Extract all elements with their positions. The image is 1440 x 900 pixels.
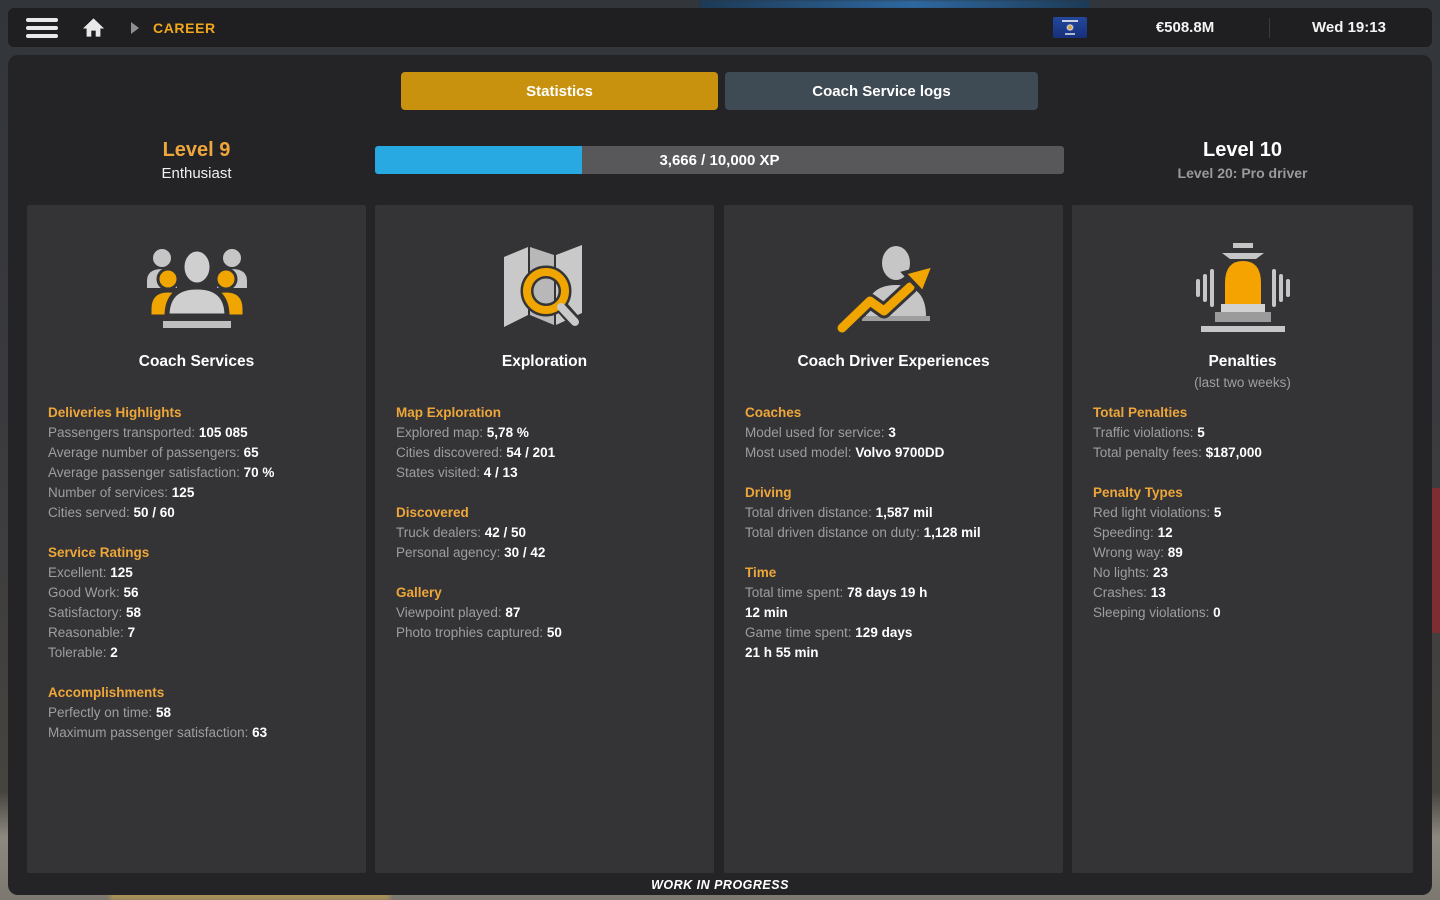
section-title: Time <box>745 565 777 580</box>
stat-line: Traffic violations: 5 <box>1093 425 1205 440</box>
tab-statistics[interactable]: Statistics <box>401 72 718 110</box>
card-exploration: Exploration Map Exploration Explored map:… <box>375 205 714 873</box>
stat-line: Speeding: 12 <box>1093 525 1173 540</box>
card-title: Exploration <box>501 353 588 370</box>
card-coach-services: Coach Services Deliveries Highlights Pass… <box>27 205 366 873</box>
stat-line: Total driven distance: 1,587 mil <box>745 505 933 520</box>
clock-display: Wed 19:13 <box>1312 19 1386 36</box>
stat-line: Red light violations: 5 <box>1093 505 1222 520</box>
section-title: Penalty Types <box>1093 485 1183 500</box>
current-level-block: Level 9 Enthusiast <box>27 139 366 182</box>
home-icon <box>82 18 105 37</box>
stat-line: Sleeping violations: 0 <box>1093 605 1221 620</box>
card-coach-driver-experiences: Coach Driver Experiences Coaches Model us… <box>724 205 1063 873</box>
stat-line: Good Work: 56 <box>48 585 139 600</box>
next-level-block: Level 10 Level 20: Pro driver <box>1072 139 1413 181</box>
siren-icon <box>1072 241 1413 337</box>
current-level-label: Level 9 <box>162 139 231 161</box>
stat-line: Most used model: Volvo 9700DD <box>745 445 945 460</box>
stat-line: Tolerable: 2 <box>48 645 118 660</box>
section-title: Coaches <box>745 405 802 420</box>
wisconsin-flag-icon <box>1053 17 1087 38</box>
section-title: Discovered <box>396 505 469 520</box>
card-stats: Coaches Model used for service: 3 Most use… <box>745 403 1047 663</box>
background-sky-streak <box>700 0 1090 9</box>
card-stats: Total Penalties Traffic violations: 5 Tota… <box>1093 403 1397 623</box>
section-title: Service Ratings <box>48 545 150 560</box>
tab-coach-service-logs[interactable]: Coach Service logs <box>725 72 1038 110</box>
stat-line: Photo trophies captured: 50 <box>396 625 562 640</box>
card-title: Penalties <box>1208 353 1277 370</box>
stat-line: Personal agency: 30 / 42 <box>396 545 546 560</box>
stat-line: Reasonable: 7 <box>48 625 136 640</box>
stat-line: Number of services: 125 <box>48 485 195 500</box>
stat-line: Average passenger satisfaction: 70 % <box>48 465 275 480</box>
breadcrumb: CAREER <box>153 19 216 36</box>
stat-line: Cities discovered: 54 / 201 <box>396 445 556 460</box>
topbar-status-group: €508.8M Wed 19:13 <box>1053 8 1432 47</box>
menu-button[interactable] <box>26 17 60 39</box>
stat-line: Explored map: 5,78 % <box>396 425 529 440</box>
stat-line: Total driven distance on duty: 1,128 mil <box>745 525 981 540</box>
card-penalties: Penalties (last two weeks) Total Penalti… <box>1072 205 1413 873</box>
career-statistics-panel: Statistics Coach Service logs Level 9 En… <box>8 55 1432 895</box>
stat-line: Satisfactory: 58 <box>48 605 142 620</box>
stat-line: Truck dealers: 42 / 50 <box>396 525 527 540</box>
section-title: Total Penalties <box>1093 405 1188 420</box>
stat-line: No lights: 23 <box>1093 565 1169 580</box>
stat-line: Viewpoint played: 87 <box>396 605 521 620</box>
stat-line: Wrong way: 89 <box>1093 545 1183 560</box>
card-stats: Deliveries Highlights Passengers transpor… <box>48 403 350 743</box>
work-in-progress-label: WORK IN PROGRESS <box>651 878 789 892</box>
section-title: Deliveries Highlights <box>48 405 182 420</box>
card-title: Coach Driver Experiences <box>797 353 990 370</box>
background-truck-glimpse <box>1432 488 1440 633</box>
money-display: €508.8M <box>1155 19 1215 36</box>
home-button[interactable] <box>82 16 105 39</box>
xp-progress-fill <box>375 146 582 174</box>
xp-progress-text: 3,666 / 10,000 XP <box>659 151 780 169</box>
topbar-divider <box>1269 17 1270 38</box>
stat-line: Total time spent: 78 days 19 h 12 min <box>745 585 928 620</box>
stat-line: Excellent: 125 <box>48 565 133 580</box>
section-title: Accomplishments <box>48 685 165 700</box>
chevron-right-icon <box>131 21 139 34</box>
next-level-label: Level 10 <box>1203 139 1282 161</box>
stat-line: Crashes: 13 <box>1093 585 1166 600</box>
stat-line: Average number of passengers: 65 <box>48 445 259 460</box>
stat-line: Total penalty fees: $187,000 <box>1093 445 1262 460</box>
xp-progress-bar: 3,666 / 10,000 XP <box>375 146 1064 174</box>
stat-line: Perfectly on time: 58 <box>48 705 172 720</box>
driver-growth-icon <box>724 241 1063 337</box>
next-rank-label: Level 20: Pro driver <box>1177 165 1308 181</box>
section-title: Gallery <box>396 585 442 600</box>
section-title: Driving <box>745 485 792 500</box>
card-subtitle: (last two weeks) <box>1194 375 1291 390</box>
map-magnifier-icon <box>375 241 714 337</box>
stat-line: Model used for service: 3 <box>745 425 896 440</box>
stat-line: Cities served: 50 / 60 <box>48 505 175 520</box>
top-bar: CAREER €508.8M Wed 19:13 <box>8 8 1432 47</box>
stat-line: States visited: 4 / 13 <box>396 465 518 480</box>
stat-line: Game time spent: 129 days 21 h 55 min <box>745 625 913 660</box>
card-title: Coach Services <box>138 353 255 370</box>
current-rank-label: Enthusiast <box>161 165 232 182</box>
tab-bar: Statistics Coach Service logs <box>401 72 1038 110</box>
stat-line: Passengers transported: 105 085 <box>48 425 248 440</box>
section-title: Map Exploration <box>396 405 502 420</box>
stat-line: Maximum passenger satisfaction: 63 <box>48 725 268 740</box>
card-stats: Map Exploration Explored map: 5,78 % Citie… <box>396 403 698 643</box>
passengers-group-icon <box>27 241 366 337</box>
background-road-marking <box>110 893 390 900</box>
